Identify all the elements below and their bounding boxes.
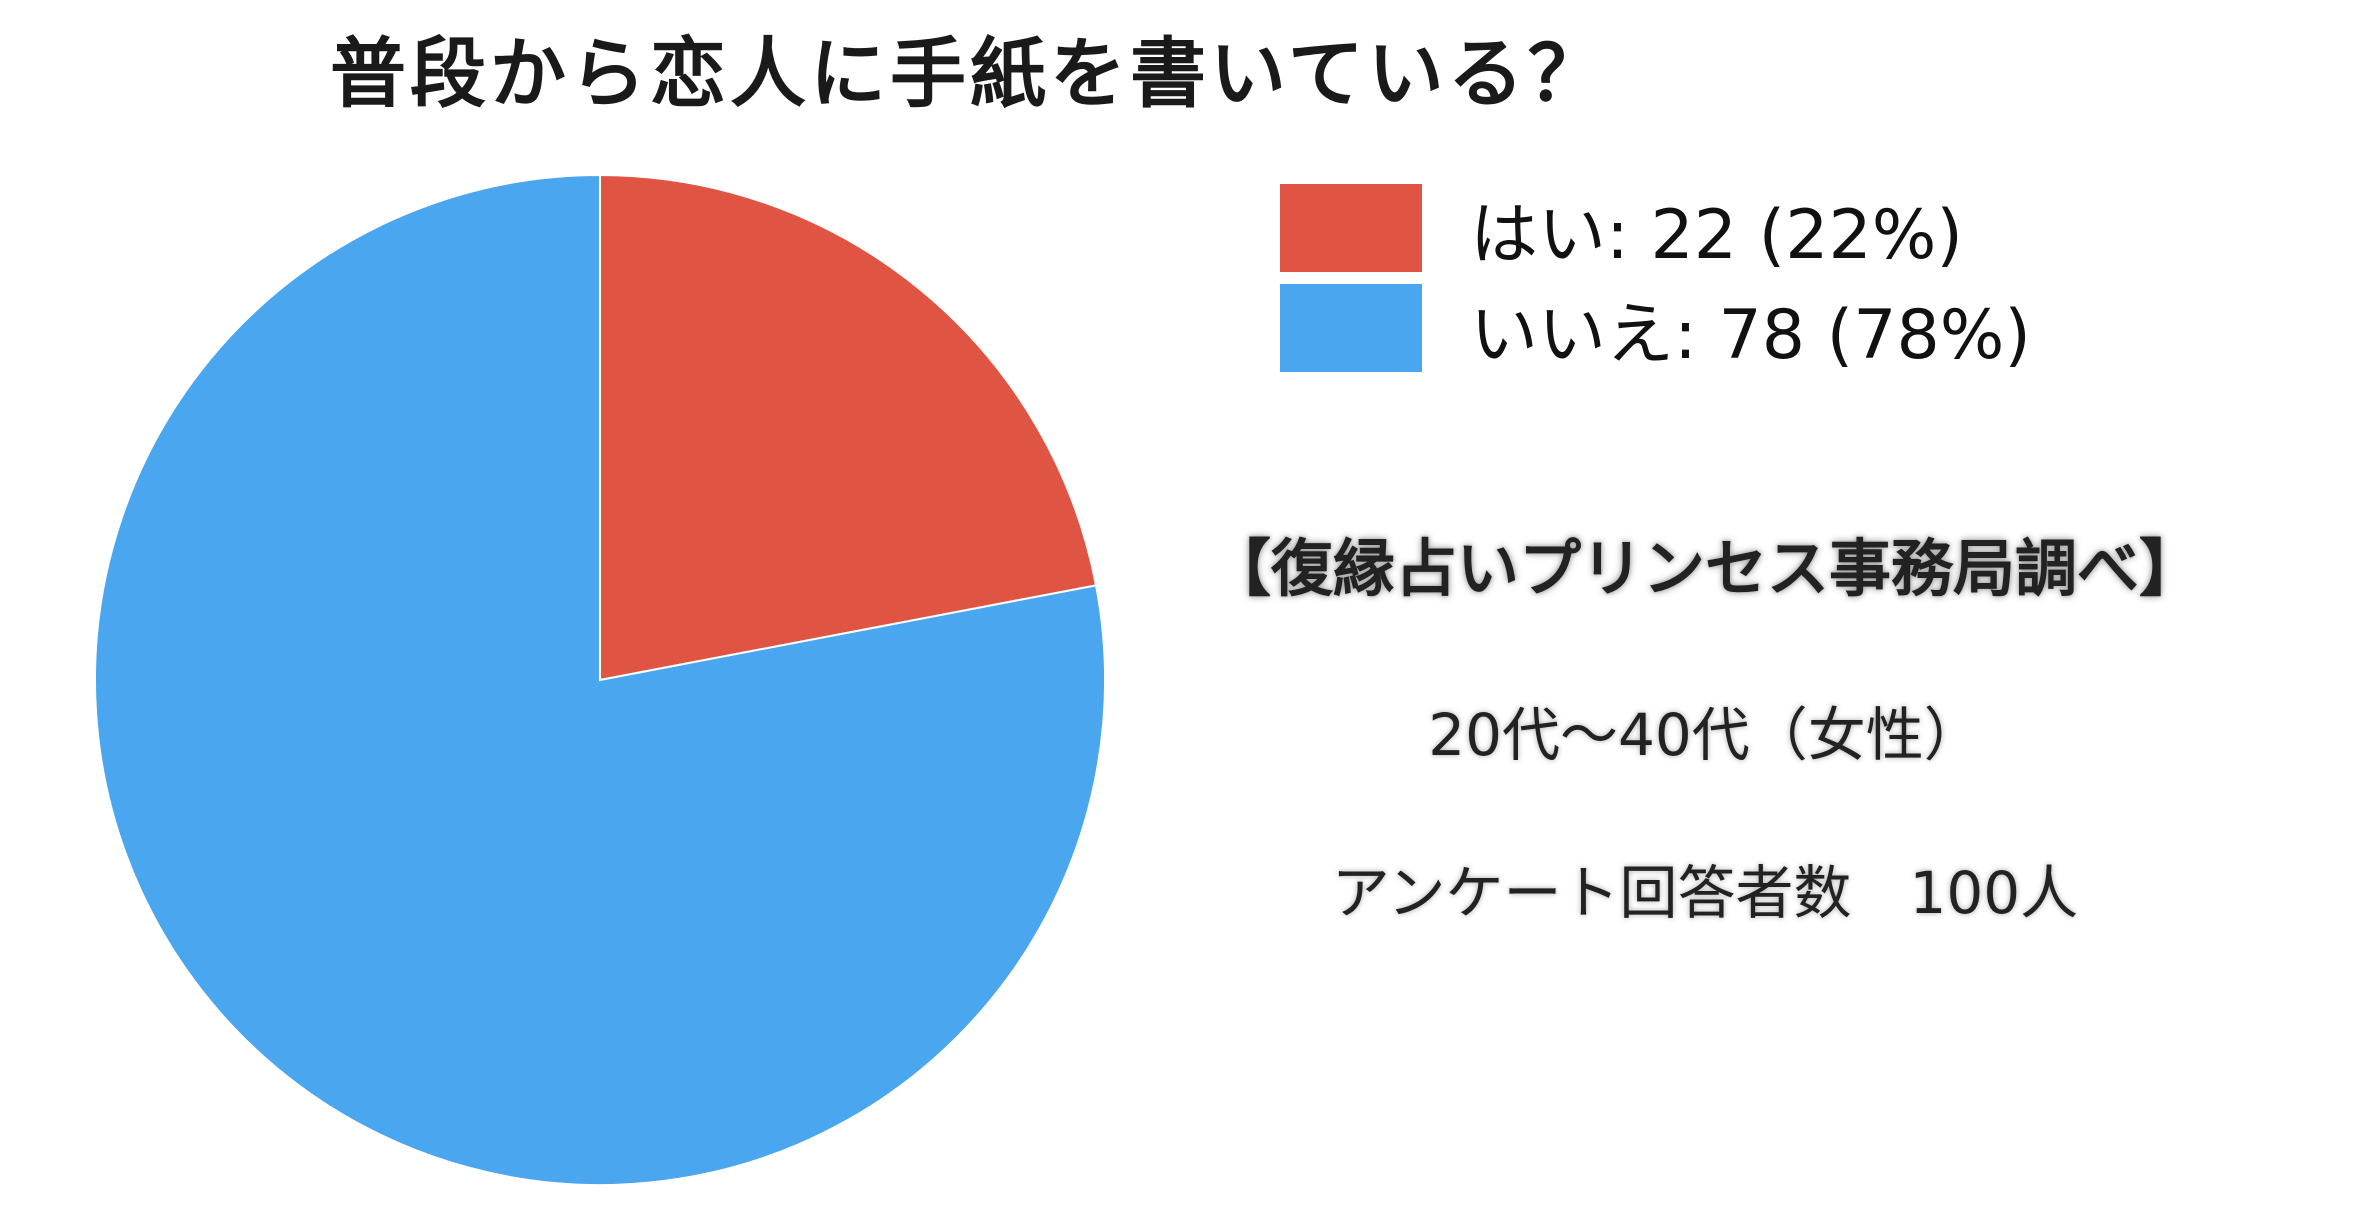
legend-label-yes: はい: 22 (22%) xyxy=(1470,195,1963,275)
pie-slice-no xyxy=(94,173,1107,1186)
pie-chart xyxy=(94,173,1107,1186)
demographic-note: 20代〜40代（女性） xyxy=(1428,701,1982,769)
respondent-count: アンケート回答者数 100人 xyxy=(1331,859,2079,927)
legend-item-yes: はい: 22 (22%) xyxy=(1280,178,2031,278)
legend-swatch-yes xyxy=(1280,184,1422,272)
legend-item-no: いいえ: 78 (78%) xyxy=(1280,278,2031,378)
legend-label-no: いいえ: 78 (78%) xyxy=(1470,295,2031,375)
pie-slice-yes xyxy=(599,173,1098,682)
source-note: 【復縁占いプリンセス事務局調べ】 xyxy=(1208,532,2201,605)
legend: はい: 22 (22%) いいえ: 78 (78%) xyxy=(1280,178,2031,378)
legend-swatch-no xyxy=(1280,284,1422,372)
chart-title: 普段から恋人に手紙を書いている？ xyxy=(330,29,1608,118)
